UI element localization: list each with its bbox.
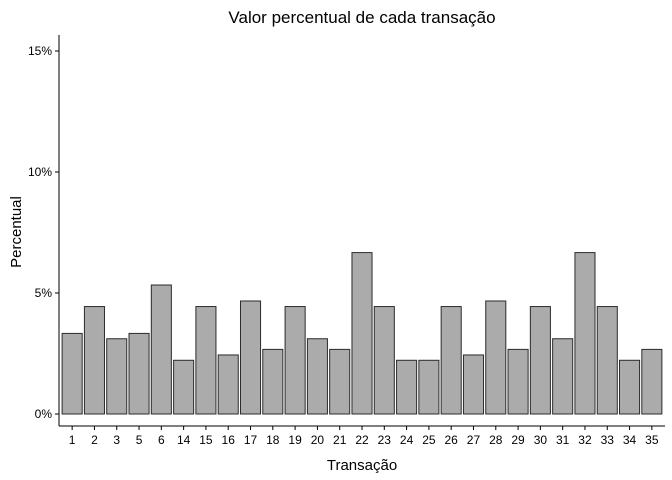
bar-19	[284, 306, 306, 415]
bar-34	[619, 359, 641, 415]
bar-5	[128, 332, 150, 415]
bar-29	[507, 348, 529, 415]
bar-26	[440, 306, 462, 415]
bar-16	[217, 354, 239, 415]
x-tick-label: 30	[534, 433, 548, 447]
x-tick-label: 22	[355, 433, 369, 447]
x-tick-label: 24	[400, 433, 414, 447]
x-tick-label: 5	[136, 433, 143, 447]
x-axis-title: Transação	[327, 457, 397, 474]
bar-35	[641, 348, 663, 415]
bar-17	[239, 300, 262, 415]
y-axis-title: Percentual	[8, 196, 25, 268]
bar-28	[485, 300, 507, 415]
x-tick-label: 18	[266, 433, 280, 447]
bar-25	[418, 359, 440, 415]
x-tick-label: 6	[158, 433, 165, 447]
x-tick-label: 29	[511, 433, 525, 447]
x-axis: 1 2 3 5 6 14 15 16 17 18 19 20 21 22 23 24 25 26 27 28 29 30 3…	[69, 426, 659, 447]
bar-22	[351, 252, 373, 415]
x-tick-label: 26	[445, 433, 459, 447]
bar-6	[150, 284, 172, 415]
x-tick-label: 2	[91, 433, 98, 447]
x-tick-label: 16	[222, 433, 236, 447]
bar-27	[462, 354, 485, 415]
bar-15	[195, 306, 217, 415]
x-tick-label: 17	[244, 433, 258, 447]
bar-32	[574, 252, 596, 415]
y-tick-label: 0%	[35, 407, 53, 421]
bar-18	[262, 348, 284, 415]
bar-3	[106, 338, 128, 415]
x-tick-label: 1	[69, 433, 76, 447]
chart-title: Valor percentual de cada transação	[228, 8, 495, 27]
x-tick-label: 34	[623, 433, 637, 447]
bar-14	[173, 359, 195, 415]
x-tick-label: 19	[288, 433, 302, 447]
y-tick-label: 15%	[28, 44, 52, 58]
bar-24	[396, 359, 418, 415]
bars-group	[61, 252, 663, 415]
bar-23	[373, 306, 395, 415]
bar-1	[61, 332, 83, 415]
x-tick-label: 32	[578, 433, 592, 447]
bar-20	[306, 338, 328, 415]
x-tick-label: 33	[601, 433, 615, 447]
bar-21	[329, 348, 351, 415]
x-tick-label: 3	[113, 433, 120, 447]
x-tick-label: 21	[333, 433, 347, 447]
x-tick-label: 20	[311, 433, 325, 447]
x-tick-label: 25	[422, 433, 436, 447]
y-axis: 0% 5% 10% 15%	[28, 44, 59, 421]
y-tick-label: 5%	[35, 286, 53, 300]
x-tick-label: 31	[556, 433, 570, 447]
bar-30	[529, 306, 551, 415]
x-tick-label: 23	[378, 433, 392, 447]
x-tick-label: 15	[199, 433, 213, 447]
x-tick-label: 14	[177, 433, 191, 447]
bar-31	[552, 338, 574, 415]
y-tick-label: 10%	[28, 165, 52, 179]
x-tick-label: 35	[645, 433, 659, 447]
x-tick-label: 28	[489, 433, 503, 447]
bar-33	[596, 306, 618, 415]
bar-2	[83, 306, 105, 415]
x-tick-label: 27	[467, 433, 481, 447]
